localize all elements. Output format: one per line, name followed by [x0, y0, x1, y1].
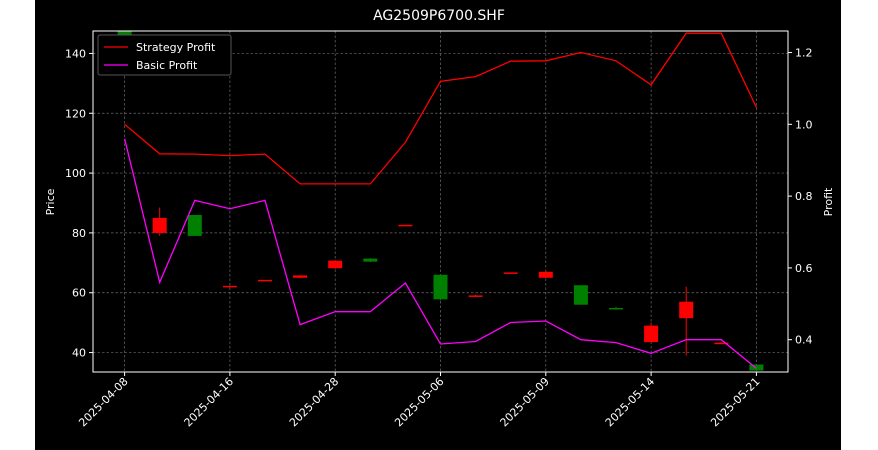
chart-title: AG2509P6700.SHF [373, 8, 505, 24]
series-line-strategy [124, 32, 757, 185]
candle-body [609, 307, 624, 310]
x-tick-label: 2025-05-06 [392, 375, 446, 429]
x-tick-label: 2025-04-16 [182, 375, 236, 429]
y-tick-label-left: 40 [72, 347, 86, 360]
candle-body [398, 224, 413, 227]
profit-lines [123, 32, 757, 369]
y-axis-label-right: Profit [822, 187, 835, 216]
x-tick-label: 2025-05-21 [708, 375, 762, 429]
y-tick-label-left: 120 [65, 107, 86, 120]
y-tick-label-left: 60 [72, 287, 86, 300]
y-tick-label-right: 0.6 [795, 262, 813, 275]
candle-body [257, 279, 272, 282]
y-tick-label-right: 0.4 [795, 334, 813, 347]
legend-box [97, 34, 232, 76]
plot-frame [92, 30, 789, 373]
y-tick-label-right: 1.0 [795, 118, 813, 131]
y-tick-label-left: 140 [65, 47, 86, 60]
candle-body [433, 274, 448, 300]
candle-body [187, 214, 202, 236]
x-tick-label: 2025-04-28 [287, 375, 341, 429]
candle-body [363, 258, 378, 262]
x-tick-label: 2025-05-14 [603, 375, 657, 429]
legend: Strategy Profit Basic Profit [97, 34, 232, 76]
y-tick-label-right: 1.2 [795, 47, 813, 60]
y-tick-label-left: 80 [72, 227, 86, 240]
chart-figure: AG2509P6700.SHF Price Profit 2025-04-08 2… [35, 0, 841, 450]
candle-body [714, 342, 729, 345]
chart-svg: AG2509P6700.SHF Price Profit 2025-04-08 2… [44, 8, 835, 429]
candle-body [152, 217, 167, 233]
x-tick-label: 2025-05-09 [498, 375, 552, 429]
y-axis-label-left: Price [44, 188, 57, 215]
grid-lines [93, 31, 788, 372]
series-line-basic [123, 138, 757, 369]
candle-body [468, 295, 483, 297]
legend-label: Strategy Profit [136, 41, 216, 54]
y-tick-label-right: 0.8 [795, 190, 813, 203]
candle-body [503, 272, 518, 274]
legend-label: Basic Profit [136, 59, 198, 72]
axes: 2025-04-08 2025-04-16 2025-04-28 2025-05-06… [65, 30, 813, 429]
candle-body [573, 285, 588, 305]
y-tick-label-left: 100 [65, 167, 86, 180]
candle-body [644, 325, 659, 343]
candle-body [679, 301, 694, 319]
candle-body [538, 271, 553, 278]
candle-body [222, 285, 237, 288]
x-tick-label: 2025-04-08 [76, 375, 130, 429]
candle-body [293, 275, 308, 278]
candle-body [328, 260, 343, 269]
candle-body [749, 364, 764, 371]
